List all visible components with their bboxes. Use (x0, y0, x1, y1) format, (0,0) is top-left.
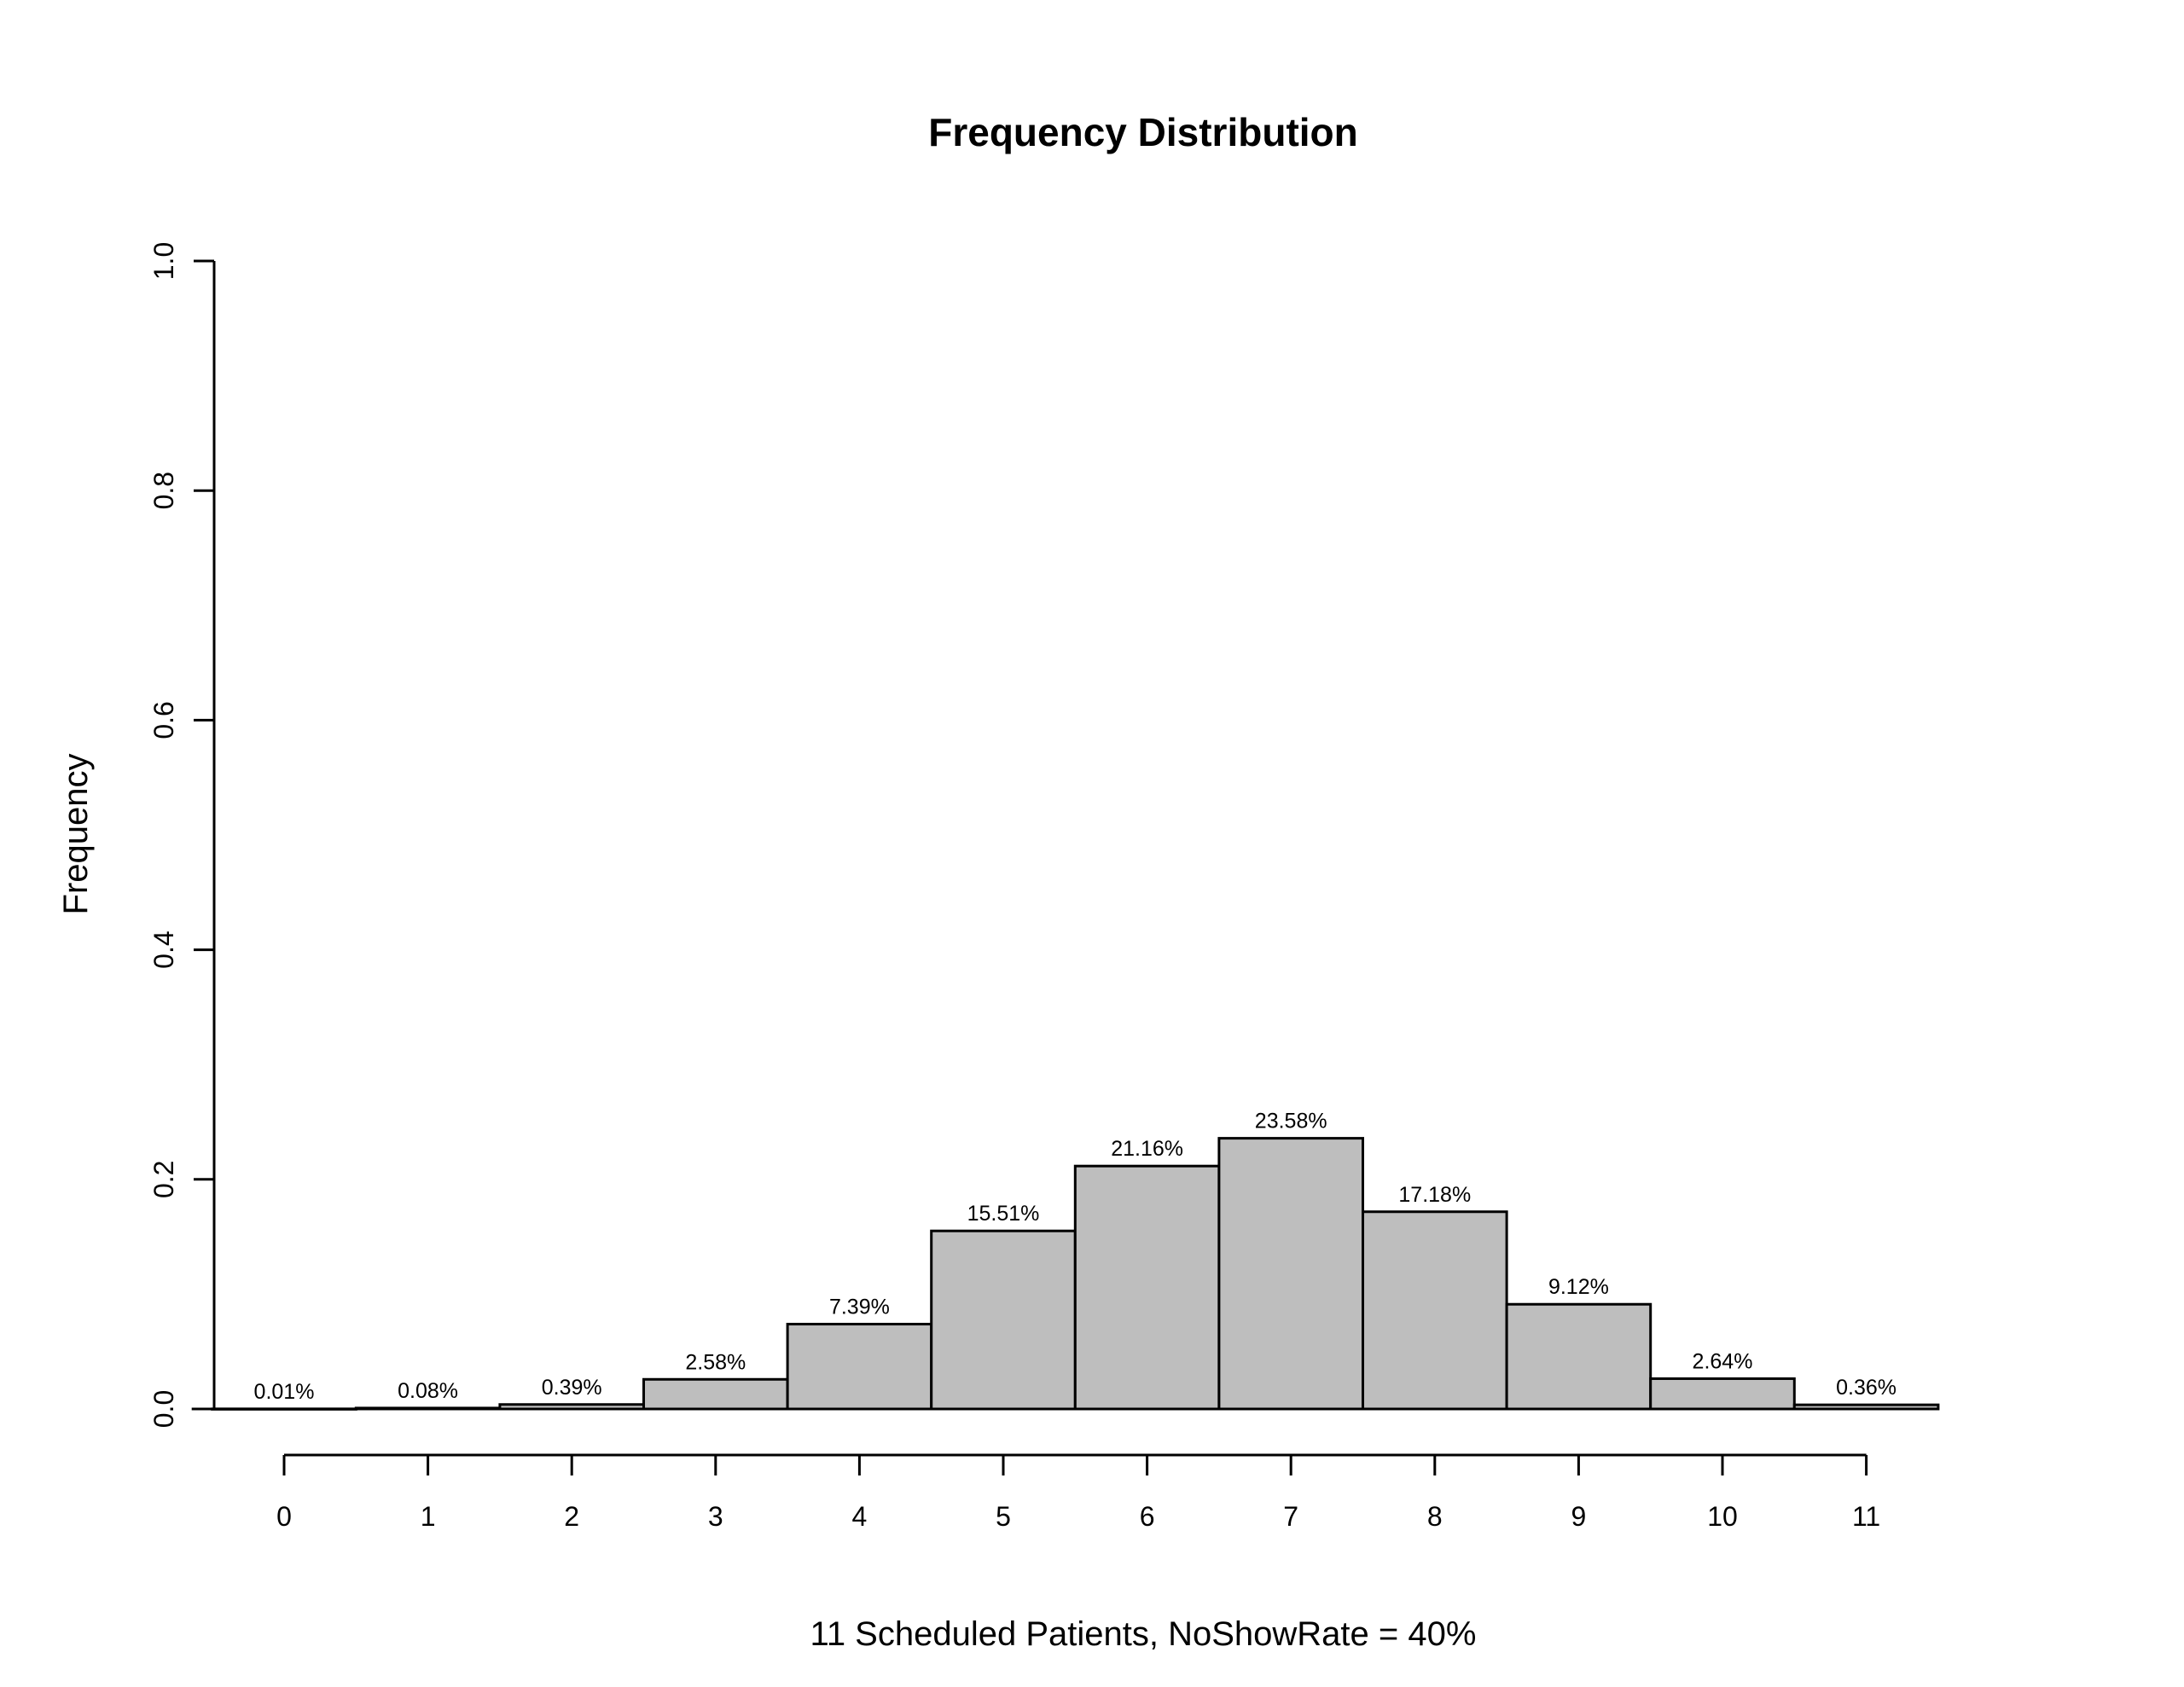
chart-title: Frequency Distribution (928, 110, 1357, 154)
bar (1073, 1164, 1221, 1411)
bar (498, 1403, 646, 1411)
x-tick-label: 7 (1283, 1501, 1298, 1532)
y-tick-label: 0.4 (148, 930, 179, 968)
x-axis-label: 11 Scheduled Patients, NoShowRate = 40% (810, 1615, 1477, 1653)
bar (1362, 1210, 1508, 1411)
y-tick-label: 1.0 (148, 242, 179, 280)
bar-data-labels: 0.01% 0.08% 0.39% 2.58% 7.39% 15.51% 21.16% 23.… (254, 1110, 1896, 1404)
bar-data-label: 9.12% (1548, 1275, 1609, 1299)
bar (642, 1377, 789, 1411)
x-tick-label: 1 (421, 1501, 436, 1532)
x-tick-label: 0 (276, 1501, 292, 1532)
y-axis-label: Frequency (57, 754, 95, 915)
bar (354, 1406, 502, 1411)
bar-data-label: 7.39% (829, 1296, 890, 1319)
bar (786, 1323, 933, 1411)
bar (930, 1229, 1077, 1411)
x-tick-label: 10 (1707, 1501, 1738, 1532)
x-tick-label: 11 (1852, 1501, 1880, 1532)
bar (211, 1407, 357, 1411)
bar (1505, 1302, 1653, 1411)
y-axis: 0.0 0.2 0.4 0.6 0.8 1.0 (148, 242, 216, 1428)
bar (1649, 1377, 1796, 1411)
bar-data-label: 2.64% (1693, 1349, 1753, 1373)
x-tick-label: 2 (564, 1501, 579, 1532)
bar (1217, 1137, 1365, 1411)
bar-data-label: 0.08% (398, 1379, 458, 1403)
bar-data-label: 15.51% (967, 1202, 1040, 1226)
y-tick-label: 0.8 (148, 472, 179, 509)
bar-data-label: 0.36% (1836, 1376, 1896, 1400)
x-tick-label: 9 (1571, 1501, 1587, 1532)
bar-data-label: 23.58% (1255, 1110, 1327, 1133)
x-axis: 0 1 2 3 4 5 6 7 8 9 10 11 (276, 1453, 1880, 1532)
y-tick-label: 0.6 (148, 701, 179, 739)
x-tick-label: 5 (996, 1501, 1011, 1532)
bar-data-label: 21.16% (1111, 1137, 1183, 1161)
x-tick-label: 6 (1140, 1501, 1155, 1532)
x-tick-label: 8 (1427, 1501, 1443, 1532)
bar-data-label: 2.58% (685, 1350, 746, 1374)
bar-data-label: 17.18% (1398, 1183, 1471, 1207)
bar (1792, 1403, 1940, 1411)
bar-data-label: 0.01% (254, 1380, 315, 1404)
bar-data-label: 0.39% (542, 1376, 602, 1400)
y-tick-label: 0.2 (148, 1161, 179, 1198)
x-tick-label: 3 (708, 1501, 723, 1532)
bars (211, 1137, 1940, 1411)
x-tick-label: 4 (852, 1501, 868, 1532)
y-tick-label: 0.0 (148, 1390, 179, 1428)
